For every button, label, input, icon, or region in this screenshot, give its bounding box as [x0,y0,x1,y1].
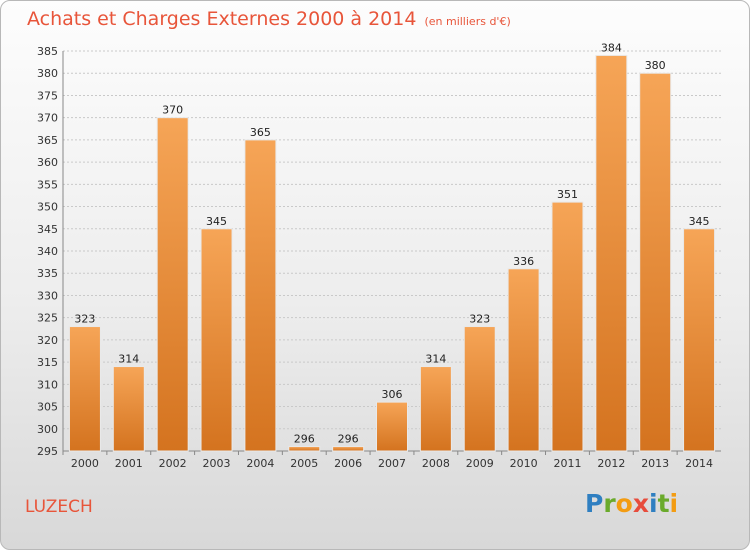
bar-2014 [683,228,716,452]
x-tick-label-2001: 2001 [115,457,143,470]
y-tick-label: 385 [37,45,58,58]
y-tick-label: 355 [37,178,58,191]
logo-letter: i [649,489,658,518]
data-label-2002: 370 [162,104,183,117]
y-tick-label: 380 [37,67,58,80]
y-tick-label: 375 [37,89,58,102]
chart-title: Achats et Charges Externes 2000 à 2014 (e… [27,8,511,30]
y-tick-label: 295 [37,445,58,458]
x-tick-label-2003: 2003 [203,457,231,470]
y-tick-label: 345 [37,223,58,236]
bar-2013 [639,72,672,452]
y-tick-label: 320 [37,334,58,347]
y-tick-label: 350 [37,201,58,214]
x-tick-labels: 2000 2001 2002 2003 2004 2005 2006 2007 2008 2009… [62,451,713,470]
y-tick-label: 330 [37,289,58,302]
data-label-2014: 345 [689,215,710,228]
bar-2001 [112,366,145,452]
data-label-2004: 365 [250,126,271,139]
y-tick-label: 325 [37,312,58,325]
bar-2002 [156,117,189,452]
data-label-2005: 296 [294,433,315,446]
data-labels: 323 314 370 345 365 296 296 306 314 323 336 351 384 3… [74,41,709,445]
y-tick-label: 360 [37,156,58,169]
x-tick-label-2009: 2009 [466,457,494,470]
bar-2003 [200,228,233,452]
data-label-2011: 351 [557,188,578,201]
x-tick-label-2008: 2008 [422,457,450,470]
data-label-2001: 314 [118,353,139,366]
x-tick-label-2013: 2013 [641,457,669,470]
data-label-2006: 296 [338,433,359,446]
y-tick-label: 340 [37,245,58,258]
y-tick-label: 365 [37,134,58,147]
chart-subtitle: (en milliers d'€) [424,15,511,28]
y-tick-label: 300 [37,423,58,436]
bar-2000 [68,326,101,452]
x-tick-label-2005: 2005 [290,457,318,470]
x-tick-label-2006: 2006 [334,457,362,470]
y-tick-label: 315 [37,356,58,369]
bar-2005 [288,446,321,452]
logo-letter: o [615,489,633,518]
x-tick-label-2014: 2014 [685,457,713,470]
x-tick-label-2007: 2007 [378,457,406,470]
bar-2012 [595,54,628,452]
data-label-2009: 323 [469,313,490,326]
data-label-2012: 384 [601,41,622,54]
x-tick-label-2004: 2004 [246,457,274,470]
logo-letter: t [657,489,670,518]
logo-letter: x [632,489,649,518]
y-tick-label: 370 [37,112,58,125]
bar-2004 [244,139,277,452]
bar-2010 [507,268,540,452]
bar-2011 [551,201,584,452]
y-tick-labels: 295 300 305 310 315 320 325 330 335 340 345 350 355 3… [37,45,58,458]
logo-letter: P [585,489,604,518]
data-label-2010: 336 [513,255,534,268]
x-tick-label-2012: 2012 [597,457,625,470]
x-tick-label-2010: 2010 [510,457,538,470]
commune-name: LUZECH [25,497,93,517]
data-label-2007: 306 [382,388,403,401]
y-tick-label: 310 [37,378,58,391]
y-tick-label: 335 [37,267,58,280]
bar-2009 [463,326,496,452]
bar-2008 [419,366,452,452]
data-label-2008: 314 [425,353,446,366]
proxiti-logo: Proxiti [585,489,678,518]
data-label-2013: 380 [645,59,666,72]
bars [68,54,716,452]
logo-letter: i [669,489,679,518]
logo-letter: r [603,489,616,518]
bar-2007 [376,401,408,452]
data-label-2000: 323 [74,313,95,326]
y-tick-label: 305 [37,401,58,414]
x-tick-label-2002: 2002 [159,457,187,470]
x-tick-label-2011: 2011 [553,457,581,470]
x-tick-label-2000: 2000 [71,457,99,470]
bar-2006 [332,446,365,452]
chart-title-text: Achats et Charges Externes 2000 à 2014 [27,8,417,30]
data-label-2003: 345 [206,215,227,228]
